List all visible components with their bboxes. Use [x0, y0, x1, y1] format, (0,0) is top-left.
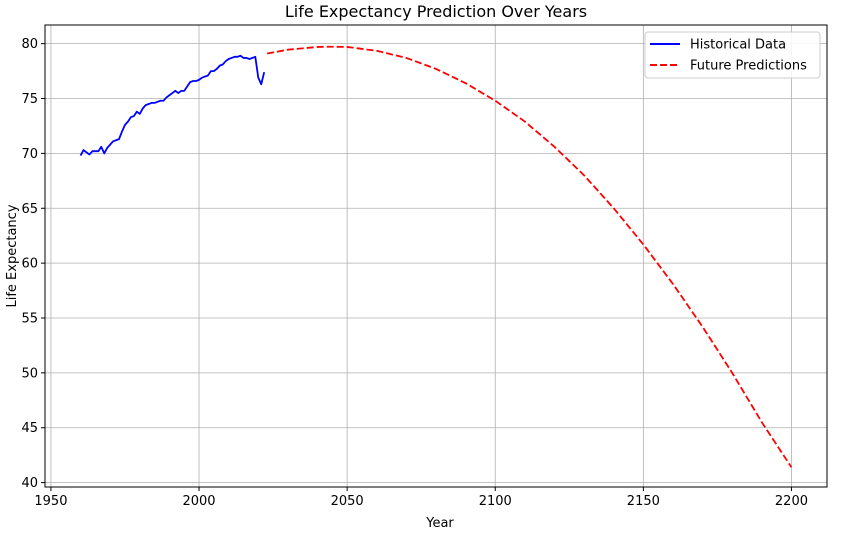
x-axis-label: Year	[425, 516, 454, 531]
y-tick-label: 60	[21, 257, 38, 272]
y-tick-label: 50	[21, 366, 38, 381]
future-predictions-line	[266, 45, 793, 468]
y-tick-label: 40	[21, 476, 38, 491]
legend-label-predictions: Future Predictions	[690, 59, 807, 74]
y-tick-label: 45	[21, 421, 38, 436]
y-tick-label: 55	[21, 312, 38, 327]
y-tick-label: 80	[21, 37, 38, 52]
x-tick-label: 2200	[775, 494, 808, 509]
y-tick-label: 75	[21, 92, 38, 107]
x-tick-label: 1950	[34, 494, 67, 509]
legend-label-historical: Historical Data	[690, 38, 786, 53]
x-tick-label: 2100	[479, 494, 512, 509]
axis-ticks: 1950 2000 2050 2100 2150 2200 40 45 50 55 60 65 70 75…	[21, 37, 808, 509]
legend-box	[644, 31, 821, 79]
y-tick-label: 65	[21, 202, 38, 217]
y-axis-label: Life Expectancy	[5, 204, 20, 307]
historical-data-line	[79, 54, 266, 157]
x-tick-label: 2050	[331, 494, 364, 509]
y-tick-label: 70	[21, 147, 38, 162]
x-tick-label: 2150	[627, 494, 660, 509]
legend: Historical Data Future Predictions	[644, 31, 821, 79]
x-tick-label: 2000	[182, 494, 215, 509]
series-layer	[79, 45, 793, 468]
plot-area-frame	[44, 24, 828, 488]
grid-lines	[45, 25, 827, 487]
chart-title: Life Expectancy Prediction Over Years	[285, 2, 587, 21]
